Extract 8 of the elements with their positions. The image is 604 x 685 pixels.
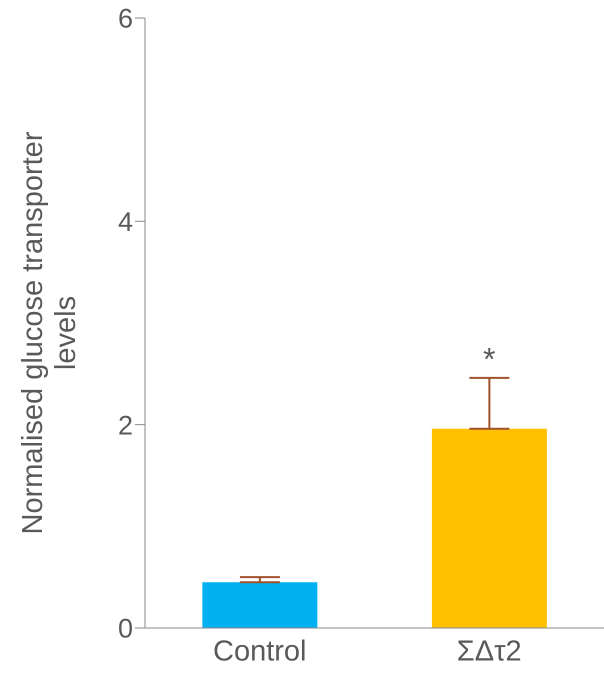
y-axis-title: Normalised glucose transporter levels [17, 131, 82, 534]
y-tick-label: 4 [118, 206, 133, 237]
annotation: * [483, 340, 496, 377]
x-tick-label: Control [213, 636, 306, 668]
y-tick-label: 0 [118, 614, 133, 644]
y-tick-label: 2 [118, 410, 133, 440]
y-tick-label: 6 [118, 4, 133, 34]
x-tick-label: ΣΔτ2 [456, 636, 522, 668]
